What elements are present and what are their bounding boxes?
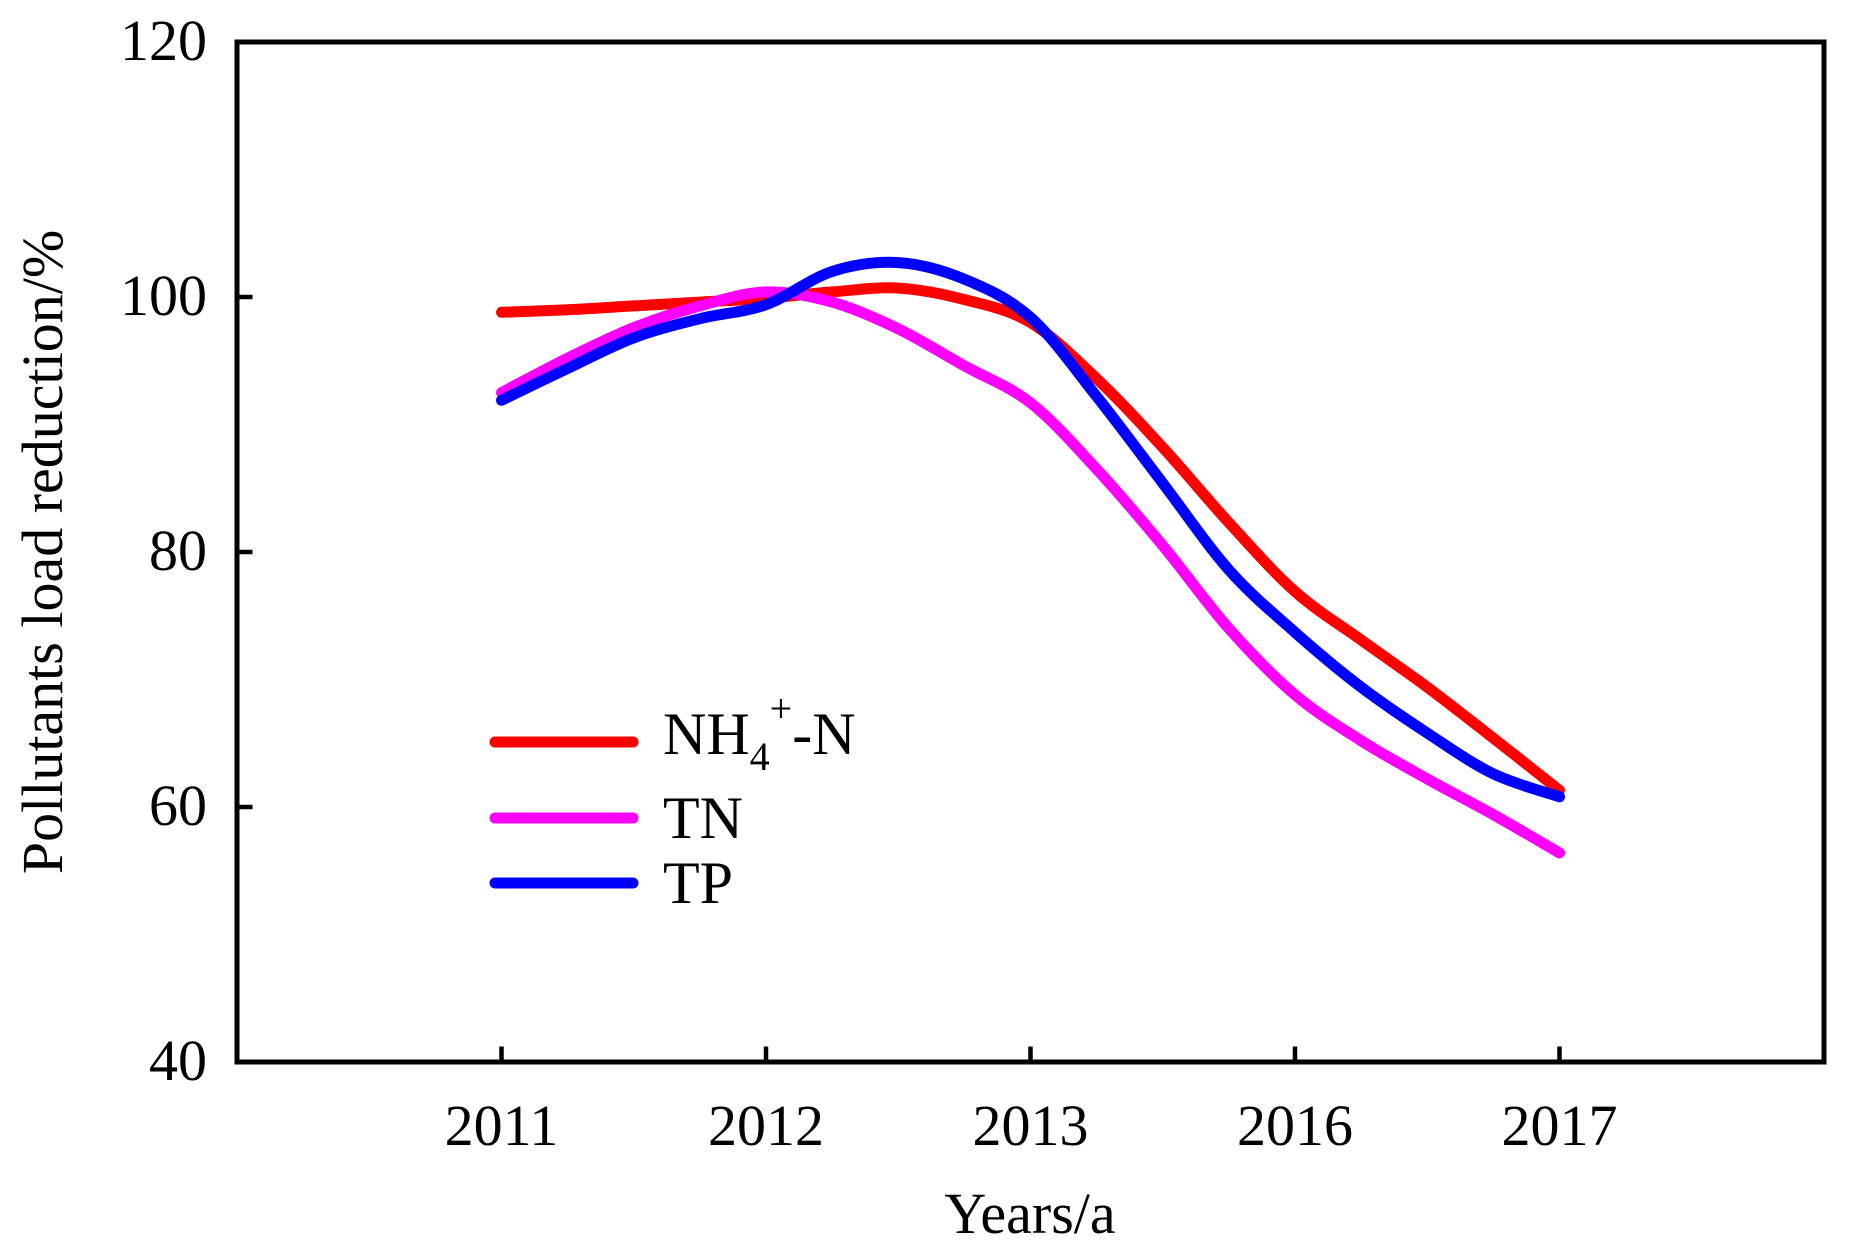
x-tick-label-2012: 2012: [708, 1093, 824, 1158]
legend-entry-nh4-n: NH4+-N: [489, 686, 856, 779]
y-tick-label-120: 120: [120, 8, 207, 73]
series-line-tn: [496, 286, 1565, 859]
legend-entry-tn: TN: [489, 785, 743, 851]
y-axis-tick-labels: 40 60 80 100 120: [120, 8, 207, 1093]
legend: NH4+-N TN TP: [489, 686, 856, 916]
y-tick-label-60: 60: [149, 773, 207, 838]
legend-label-tn: TN: [663, 785, 743, 851]
y-tick-label-100: 100: [120, 263, 207, 328]
legend-label-nh4-n: NH4+-N: [663, 686, 856, 779]
series-line-tp: [496, 256, 1565, 803]
x-tick-label-2011: 2011: [445, 1093, 559, 1158]
y-tick-label-80: 80: [149, 518, 207, 583]
x-axis-title: Years/a: [944, 1181, 1115, 1246]
axis-tick-marks: [239, 294, 1562, 1060]
x-axis-tick-labels: 2011 2012 2013 2016 2017: [445, 1093, 1618, 1158]
plot-frame: [234, 39, 1827, 1065]
x-tick-label-2013: 2013: [973, 1093, 1089, 1158]
legend-entry-tp: TP: [489, 850, 733, 916]
x-tick-label-2016: 2016: [1237, 1093, 1353, 1158]
legend-label-tp: TP: [663, 850, 733, 916]
series-curves: [496, 256, 1565, 859]
y-axis-title: Pollutants load reduction/%: [10, 230, 75, 874]
y-tick-label-40: 40: [149, 1028, 207, 1093]
x-tick-label-2017: 2017: [1502, 1093, 1618, 1158]
